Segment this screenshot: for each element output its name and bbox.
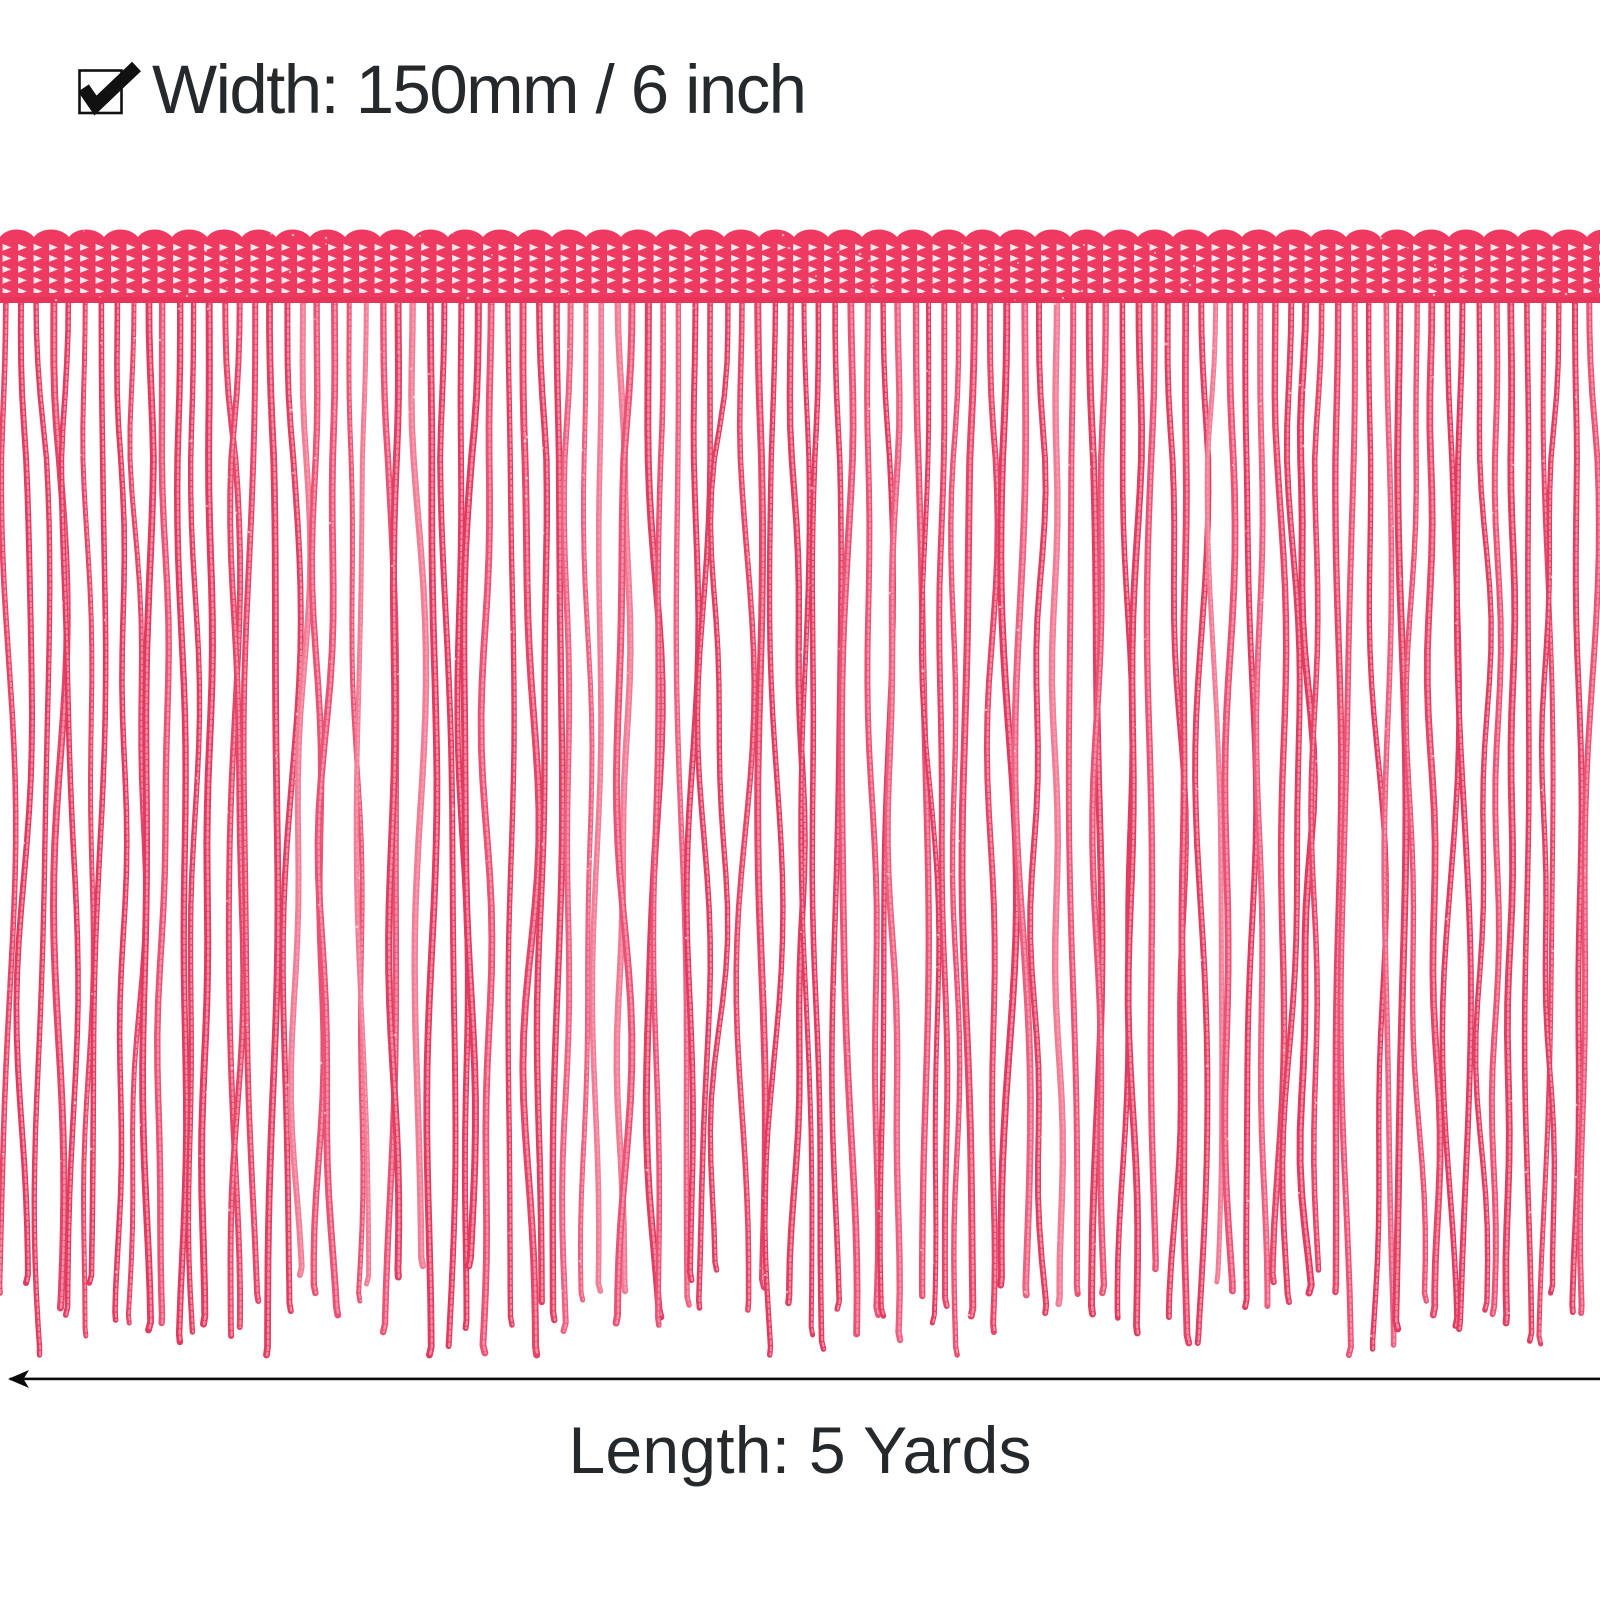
svg-text:Length: 5 Yards: Length: 5 Yards — [569, 1413, 1032, 1487]
svg-text:Width: 150mm / 6 inch: Width: 150mm / 6 inch — [152, 51, 807, 128]
